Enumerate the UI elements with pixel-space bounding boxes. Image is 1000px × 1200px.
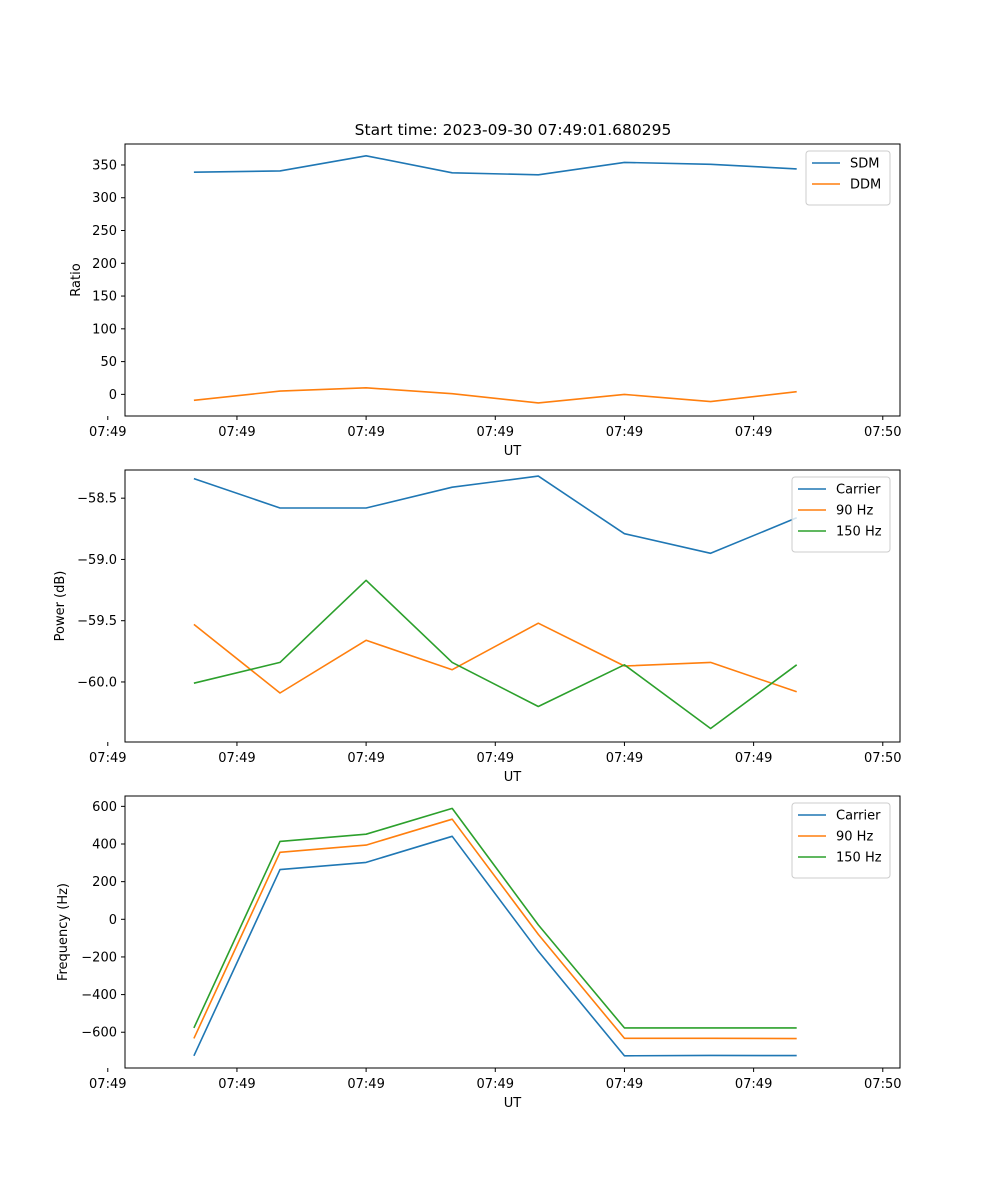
- power-legend-label: 150 Hz: [836, 525, 882, 540]
- frequency-x-tick-label: 07:50: [864, 1077, 901, 1092]
- power-series-150-hz: [193, 579, 798, 730]
- ratio-y-tick-label: 250: [92, 224, 117, 239]
- frequency-x-tick-label: 07:49: [735, 1077, 772, 1092]
- ratio-y-tick-label: 50: [100, 355, 117, 370]
- power-series-90-hz: [193, 622, 797, 694]
- ratio-x-tick-label: 07:49: [218, 425, 255, 440]
- frequency-x-tick-label: 07:49: [477, 1077, 514, 1092]
- power-legend: [791, 476, 891, 553]
- power-x-tick-label: 07:49: [347, 751, 384, 766]
- power-axes-frame: [124, 469, 901, 743]
- frequency-series-carrier: [193, 835, 797, 1057]
- ratio-y-tick-label: 0: [109, 388, 117, 403]
- frequency-x-tick-label: 07:49: [606, 1077, 643, 1092]
- frequency-legend-label: 90 Hz: [836, 830, 873, 845]
- power-y-tick-label: −58.5: [77, 492, 117, 507]
- power-x-tick-label: 07:49: [606, 751, 643, 766]
- frequency-legend: [791, 802, 891, 879]
- ratio-y-tick-label: 150: [92, 290, 117, 305]
- frequency-y-tick-label: −600: [81, 1026, 117, 1041]
- power-x-tick-label: 07:49: [477, 751, 514, 766]
- power-x-tick-label: 07:49: [735, 751, 772, 766]
- frequency-y-tick-label: 400: [92, 838, 117, 853]
- ratio-x-tick-label: 07:49: [735, 425, 772, 440]
- frequency-x-tick-label: 07:49: [218, 1077, 255, 1092]
- figure-title: Start time: 2023-09-30 07:49:01.680295: [355, 121, 672, 139]
- ratio-y-tick-label: 200: [92, 257, 117, 272]
- frequency-series-90-hz: [193, 818, 797, 1040]
- frequency-y-axis-label: Frequency (Hz): [56, 883, 71, 981]
- frequency-x-axis-label: UT: [504, 1096, 522, 1111]
- power-x-axis-label: UT: [504, 770, 522, 785]
- ratio-series-sdm: [193, 155, 797, 176]
- power-x-tick-label: 07:50: [864, 751, 901, 766]
- power-x-tick-label: 07:49: [218, 751, 255, 766]
- power-legend-label: Carrier: [836, 483, 881, 498]
- frequency-axes-frame: [124, 795, 901, 1069]
- power-y-tick-label: −60.0: [77, 675, 117, 690]
- frequency-legend-label: Carrier: [836, 809, 881, 824]
- power-legend-label: 90 Hz: [836, 504, 873, 519]
- ratio-legend-label: SDM: [850, 157, 879, 172]
- ratio-x-tick-label: 07:49: [347, 425, 384, 440]
- ratio-y-axis-label: Ratio: [69, 263, 84, 296]
- frequency-x-tick-label: 07:49: [347, 1077, 384, 1092]
- power-y-tick-label: −59.0: [77, 553, 117, 568]
- ratio-panel: 07:49 07:49 07:49 07:49 07:49 07:49 07:50 0 50 10…: [69, 143, 902, 459]
- frequency-y-tick-label: 0: [109, 913, 117, 928]
- frequency-y-tick-label: 200: [92, 875, 117, 890]
- frequency-x-tick-label: 07:49: [89, 1077, 126, 1092]
- ratio-x-tick-label: 07:49: [477, 425, 514, 440]
- power-series-carrier: [193, 475, 798, 555]
- frequency-series-150-hz: [193, 807, 797, 1029]
- power-y-tick-label: −59.5: [77, 614, 117, 629]
- ratio-x-tick-label: 07:50: [864, 425, 901, 440]
- ratio-x-tick-label: 07:49: [606, 425, 643, 440]
- frequency-y-tick-label: −200: [81, 950, 117, 965]
- ratio-series-ddm: [193, 386, 797, 404]
- frequency-panel: 07:49 07:49 07:49 07:49 07:49 07:49 07:50 −600 −…: [56, 795, 902, 1111]
- ratio-y-tick-label: 100: [92, 322, 117, 337]
- ratio-x-tick-label: 07:49: [89, 425, 126, 440]
- frequency-legend-label: 150 Hz: [836, 851, 882, 866]
- ratio-y-tick-label: 300: [92, 191, 117, 206]
- power-panel: 07:49 07:49 07:49 07:49 07:49 07:49 07:50 −60.0…: [53, 469, 902, 785]
- ratio-axes-frame: [124, 143, 901, 417]
- frequency-y-tick-label: 600: [92, 800, 117, 815]
- ratio-x-axis-label: UT: [504, 444, 522, 459]
- frequency-y-tick-label: −400: [81, 988, 117, 1003]
- ratio-y-tick-label: 350: [92, 158, 117, 173]
- ratio-legend: [805, 150, 891, 206]
- power-y-axis-label: Power (dB): [53, 571, 68, 642]
- ratio-legend-label: DDM: [850, 178, 881, 193]
- power-x-tick-label: 07:49: [89, 751, 126, 766]
